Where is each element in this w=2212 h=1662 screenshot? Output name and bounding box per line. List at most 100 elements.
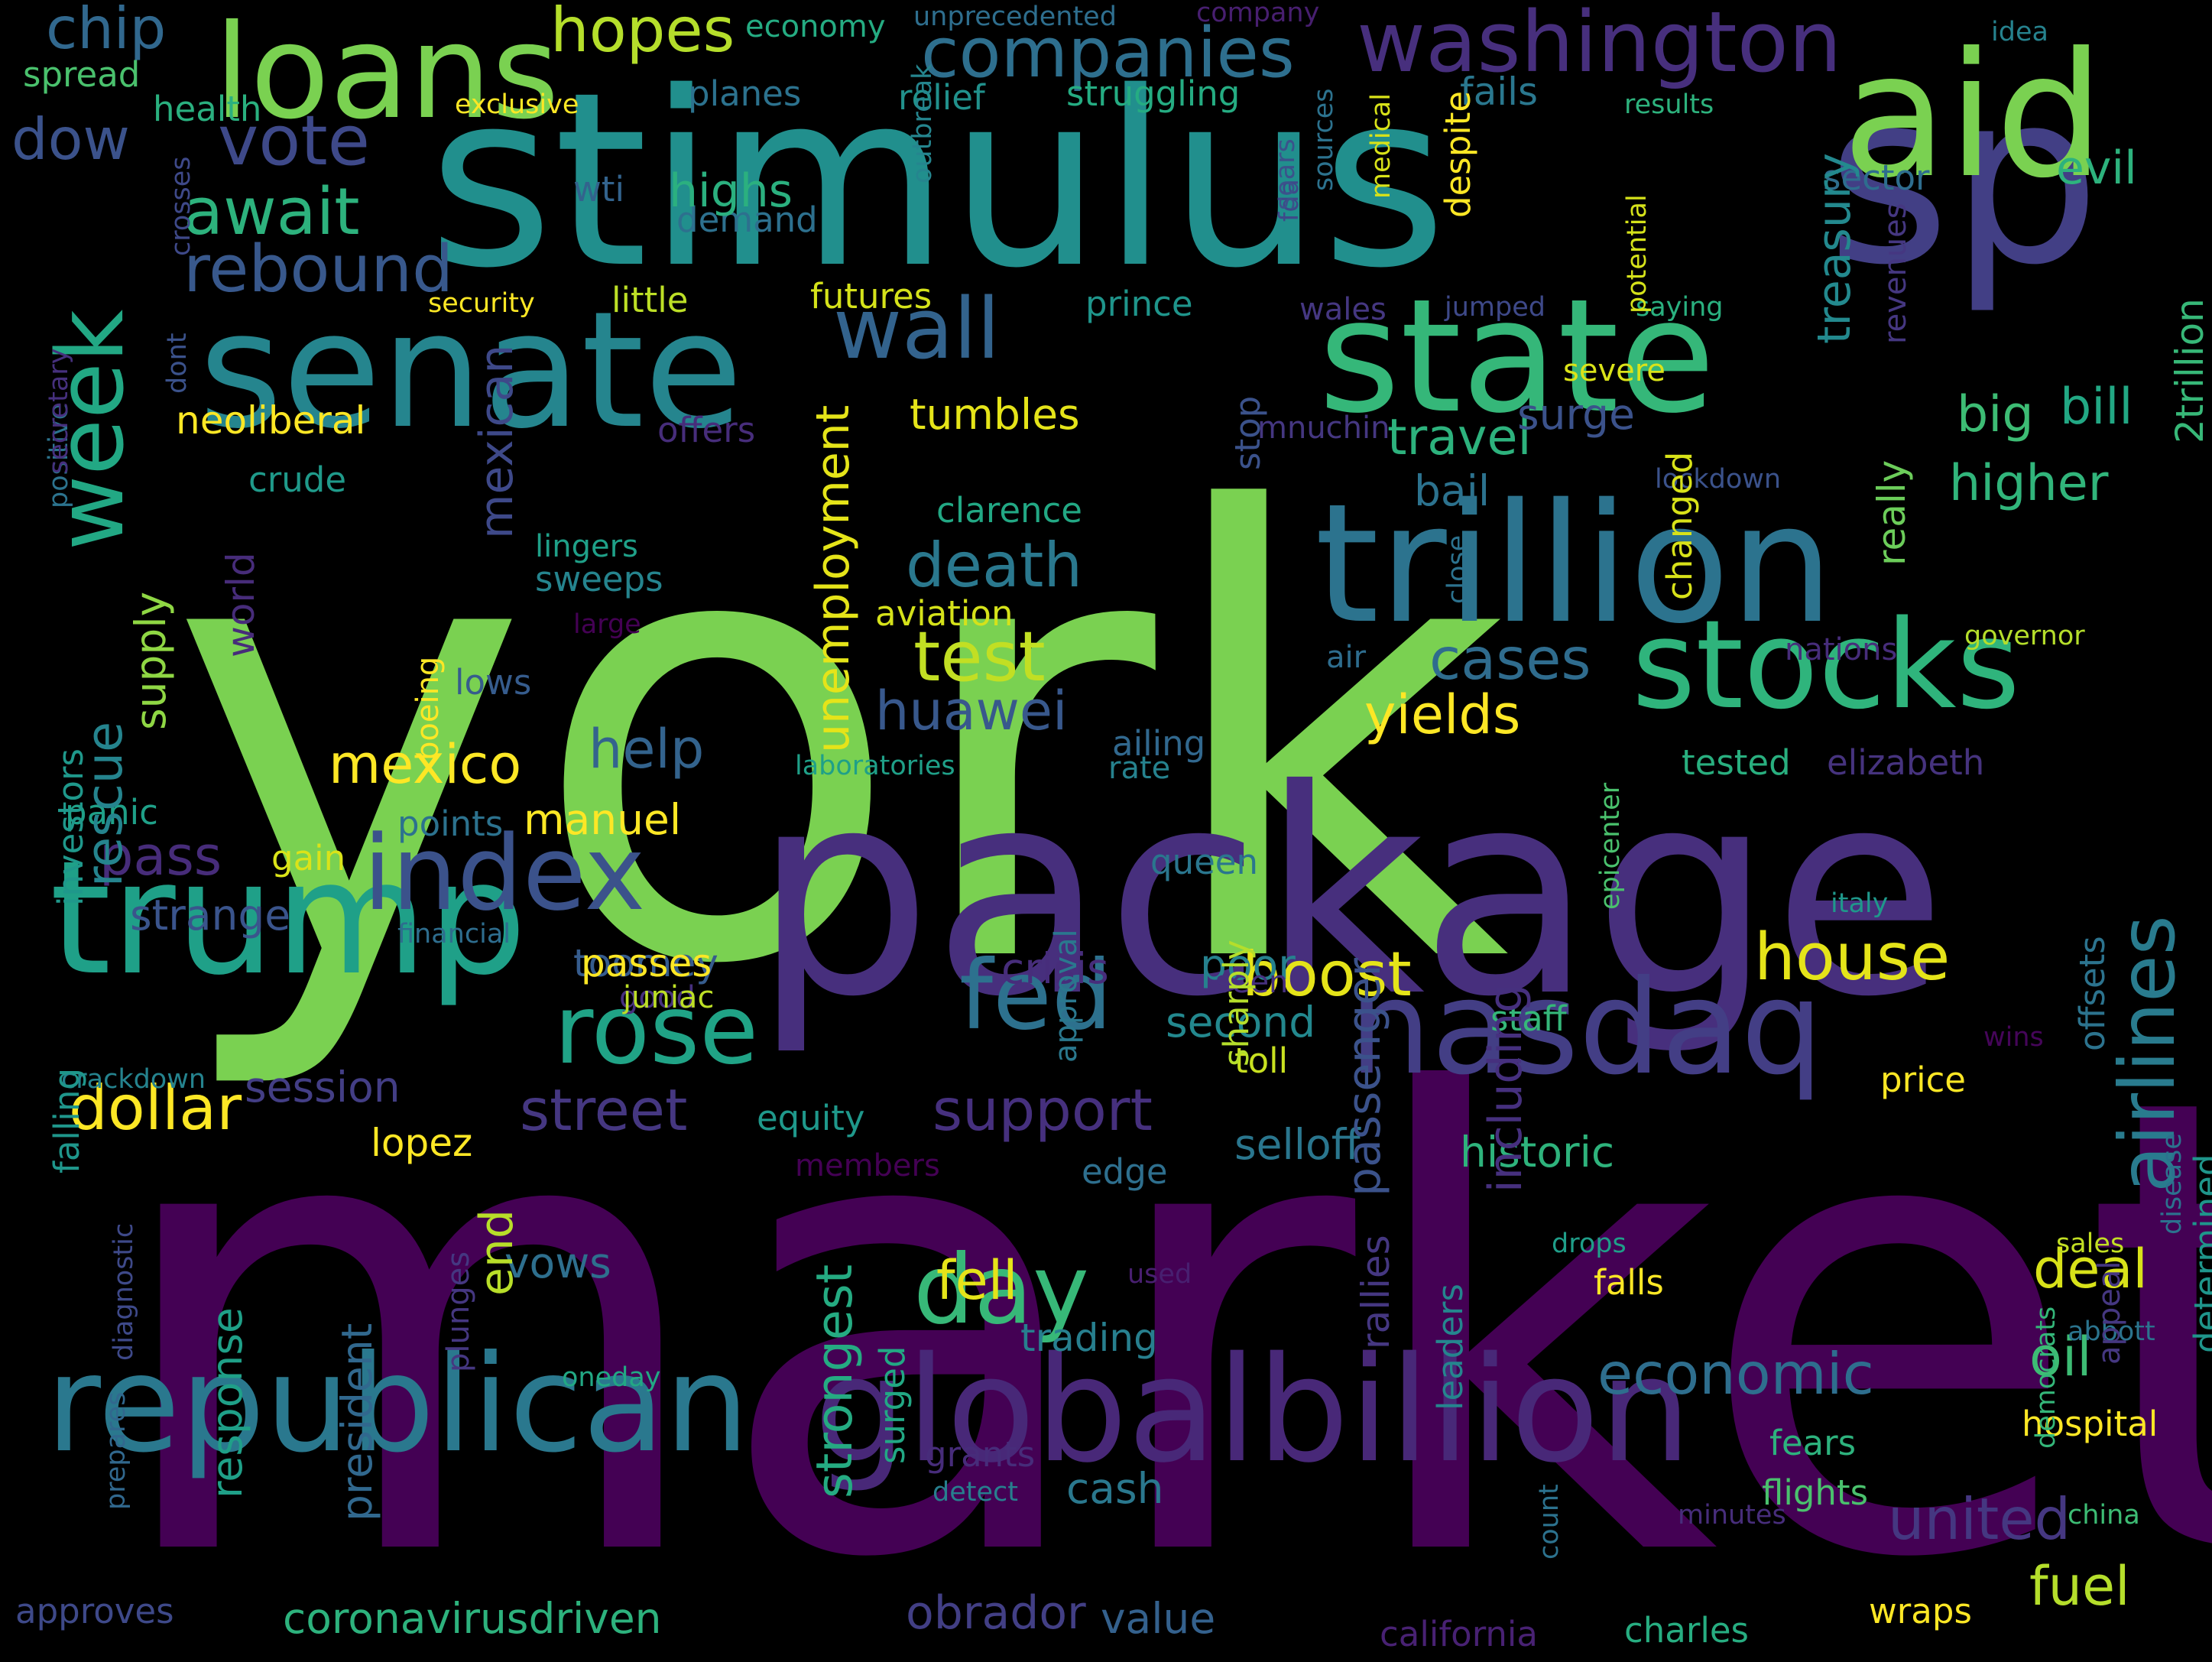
word-big: big <box>1957 386 2034 443</box>
word-flights: flights <box>1762 1472 1869 1513</box>
word-diagnostic: diagnostic <box>109 1222 139 1361</box>
word-support: support <box>932 1076 1153 1144</box>
word-close: close <box>1442 534 1473 604</box>
word-equity: equity <box>757 1098 865 1138</box>
word-sp: sp <box>1827 41 2101 317</box>
word-approval: approval <box>1049 929 1084 1063</box>
word-changed: changed <box>1659 451 1700 600</box>
word-package: package <box>753 730 1948 1059</box>
word-sources: sources <box>1309 88 1339 191</box>
word-wraps: wraps <box>1869 1591 1972 1631</box>
word-poor: poor <box>1200 940 1296 989</box>
word-futures: futures <box>810 276 932 316</box>
word-crosses: crosses <box>166 156 196 256</box>
word-oneday: oneday <box>562 1362 661 1393</box>
word-street: street <box>520 1076 688 1144</box>
word-lopez: lopez <box>371 1121 473 1165</box>
word-surge: surge <box>1517 390 1635 439</box>
word-toll: toll <box>1234 1040 1289 1081</box>
word-epicenter: epicenter <box>1595 782 1626 910</box>
word-coronavirusdriven: coronavirusdriven <box>283 1594 662 1643</box>
word-drops: drops <box>1552 1229 1627 1259</box>
word-passes: passes <box>581 941 712 985</box>
word-lows: lows <box>455 662 532 703</box>
word-jumped: jumped <box>1445 292 1545 323</box>
word-minutes: minutes <box>1678 1500 1786 1531</box>
word-queen: queen <box>1150 842 1258 882</box>
word-charles: charles <box>1624 1610 1749 1651</box>
word-market: market <box>103 966 2212 1662</box>
word-rate: rate <box>1108 751 1171 786</box>
word-treasury: treasury <box>1808 152 1861 344</box>
word-strongest: strongest <box>806 1264 864 1498</box>
word-bill: bill <box>2060 378 2133 436</box>
word-yields: yields <box>1364 683 1521 746</box>
word-juniac: juniac <box>623 980 715 1015</box>
word-struggling: struggling <box>1066 73 1241 114</box>
word-2trillion: 2trillion <box>2168 298 2212 443</box>
word-rescue: rescue <box>76 721 134 887</box>
word-approves: approves <box>15 1591 174 1631</box>
word-sales: sales <box>2056 1229 2125 1259</box>
word-saying: saying <box>1636 292 1724 323</box>
word-dow: dow <box>11 105 130 173</box>
word-globalbillion: globalbillion <box>814 1326 1691 1495</box>
word-vows: vows <box>504 1238 611 1287</box>
word-medical: medical <box>1366 93 1396 199</box>
word-governor: governor <box>1964 621 2085 651</box>
word-prince: prince <box>1085 284 1193 324</box>
word-index: index <box>363 813 646 933</box>
word-test: test <box>913 617 1046 697</box>
word-sweeps: sweeps <box>535 559 663 599</box>
word-rose: rose <box>554 975 759 1086</box>
word-plunges: plunges <box>441 1251 476 1372</box>
word-surged: surged <box>872 1346 913 1465</box>
word-stop: stop <box>1228 395 1268 470</box>
word-mnuchin: mnuchin <box>1257 411 1390 446</box>
word-tumbles: tumbles <box>910 390 1080 439</box>
word-aid: aid <box>1842 16 2105 216</box>
word-edge: edge <box>1082 1151 1168 1192</box>
word-crisis: crisis <box>1001 944 1109 993</box>
word-outbreak: outbreak <box>907 63 938 183</box>
word-potential: potential <box>1622 194 1653 313</box>
word-wales: wales <box>1299 292 1387 327</box>
word-economy: economy <box>745 9 886 44</box>
word-obrador: obrador <box>906 1586 1086 1640</box>
word-clarence: clarence <box>936 490 1082 531</box>
word-lockdown: lockdown <box>1655 464 1782 495</box>
word-fell: fell <box>936 1249 1018 1312</box>
word-fuel: fuel <box>2029 1555 2130 1618</box>
word-selloff: selloff <box>1234 1120 1361 1169</box>
word-really: really <box>1870 459 1914 566</box>
word-spread: spread <box>23 54 141 95</box>
word-washington: washington <box>1357 0 1842 91</box>
word-help: help <box>589 718 705 781</box>
word-companies: companies <box>921 13 1295 93</box>
word-bail: bail <box>1414 466 1490 515</box>
word-idea: idea <box>1991 17 2048 47</box>
word-united: united <box>1888 1485 2071 1553</box>
word-soars: soars <box>1270 138 1301 210</box>
word-abbott: abbott <box>2068 1316 2155 1347</box>
word-rallies: rallies <box>1354 1235 1398 1349</box>
word-ailing: ailing <box>1112 723 1206 764</box>
word-gain: gain <box>271 838 346 878</box>
word-security: security <box>428 288 535 319</box>
word-appeal: appeal <box>2092 1261 2127 1365</box>
word-panic: panic <box>65 792 158 833</box>
word-republican: republican <box>46 1327 750 1482</box>
word-boost: boost <box>1242 939 1412 1010</box>
word-unprecedented: unprecedented <box>913 2 1117 32</box>
word-stocks: stocks <box>1632 593 2020 736</box>
word-cases: cases <box>1429 625 1591 693</box>
word-offsets: offsets <box>2072 936 2113 1051</box>
word-session: session <box>245 1063 401 1112</box>
word-state: state <box>1318 266 1716 448</box>
word-demand: demand <box>676 200 818 240</box>
word-trump: trump <box>50 828 527 1010</box>
word-used: used <box>1127 1259 1192 1290</box>
word-wti: wti <box>573 169 624 209</box>
word-hopes: hopes <box>550 0 735 66</box>
